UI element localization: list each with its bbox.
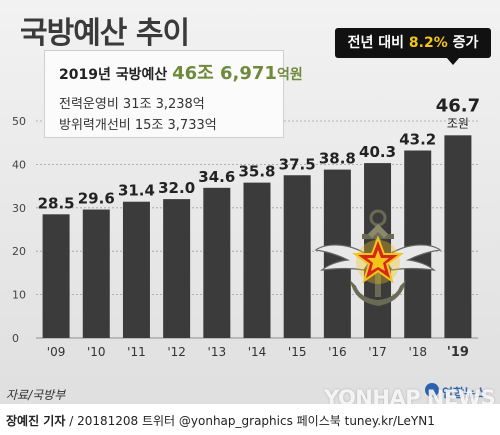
operation-cost-line: 전력운영비 31조 3,238억 xyxy=(59,97,205,112)
y-tick-label: 10 xyxy=(12,289,26,302)
bar-value-label: 31.4 xyxy=(118,182,155,200)
reporter-name: 장예진 기자 xyxy=(6,414,66,428)
x-tick-label: '18 xyxy=(408,345,427,359)
bar-value-label: 46.7 xyxy=(436,95,480,116)
bar-value-label: 40.3 xyxy=(359,143,396,161)
bar-value-label: 34.6 xyxy=(198,168,235,186)
tick-layer: 28.5 '09 29.6 '10 31.4 '11 32.0 '12 34.6 '13 35.8 '… xyxy=(38,95,481,360)
bar-value-label: 43.2 xyxy=(399,131,436,149)
y-tick-label: 30 xyxy=(12,202,26,215)
bar xyxy=(444,135,472,338)
bar-value-label: 37.5 xyxy=(279,155,316,173)
bar xyxy=(203,187,231,338)
budget-summary-box: 2019년 국방예산 46조 6,971억원 전력운영비 31조 3,238억 … xyxy=(44,50,303,138)
y-tick-label: 0 xyxy=(12,332,19,345)
x-tick-label: '11 xyxy=(127,345,146,359)
growth-callout: 전년 대비 8.2% 증가 xyxy=(335,28,491,58)
x-tick-label: '09 xyxy=(47,345,66,359)
bar-unit-label: 조원 xyxy=(447,116,469,130)
total-budget: 2019년 국방예산 46조 6,971억원 xyxy=(59,59,303,85)
korea-armed-forces-emblem xyxy=(314,209,442,306)
bar-chart: 0 10 20 30 40 50 28.5 '09 29.6 '10 31.4 '11 32.0 '12… xyxy=(12,95,481,360)
footer-text: 장예진 기자 / 20181208 트위터 @yonhap_graphics 페… xyxy=(6,412,435,429)
x-tick-label: '17 xyxy=(368,345,387,359)
bar xyxy=(243,182,271,338)
bar-value-label: 28.5 xyxy=(38,194,75,212)
footer-bar: 장예진 기자 / 20181208 트위터 @yonhap_graphics 페… xyxy=(0,404,500,435)
y-tick-label: 40 xyxy=(12,158,26,171)
x-tick-label: '12 xyxy=(167,345,186,359)
x-tick-label: '16 xyxy=(328,345,347,359)
bar-value-label: 35.8 xyxy=(238,163,275,181)
callout-suffix: 증가 xyxy=(447,35,479,51)
y-tick-label: 50 xyxy=(12,115,26,128)
bar xyxy=(82,209,110,338)
total-budget-label: 2019년 국방예산 xyxy=(59,67,168,83)
footer-details: / 20181208 트위터 @yonhap_graphics 페이스북 tun… xyxy=(65,414,435,428)
yonhap-logo-text: 연합뉴스 xyxy=(442,386,487,400)
y-tick-label: 20 xyxy=(12,245,26,258)
callout-percent: 8.2% xyxy=(408,35,448,51)
total-budget-amount: 46조 6,971 xyxy=(172,63,277,84)
x-tick-label: '14 xyxy=(248,345,267,359)
callout-pointer xyxy=(446,57,460,65)
yonhap-logo-icon xyxy=(425,383,439,397)
bar xyxy=(163,199,191,338)
bar-value-label: 38.8 xyxy=(319,150,356,168)
bar-layer xyxy=(42,135,472,338)
bar-value-label: 29.6 xyxy=(78,190,115,208)
x-tick-label: '19 xyxy=(447,345,469,360)
bar xyxy=(283,175,311,338)
total-budget-unit: 억원 xyxy=(276,67,303,83)
bar xyxy=(122,201,150,338)
x-tick-label: '10 xyxy=(87,345,106,359)
x-tick-label: '13 xyxy=(208,345,227,359)
callout-prefix: 전년 대비 xyxy=(347,35,409,51)
defense-improvement-line: 방위력개선비 15조 3,733억 xyxy=(59,118,217,133)
x-tick-label: '15 xyxy=(288,345,307,359)
chart-title: 국방예산 추이 xyxy=(20,16,190,51)
source-note: 자료/국방부 xyxy=(6,388,66,402)
bar xyxy=(42,214,70,338)
bar-value-label: 32.0 xyxy=(158,179,195,197)
bar xyxy=(404,150,432,338)
